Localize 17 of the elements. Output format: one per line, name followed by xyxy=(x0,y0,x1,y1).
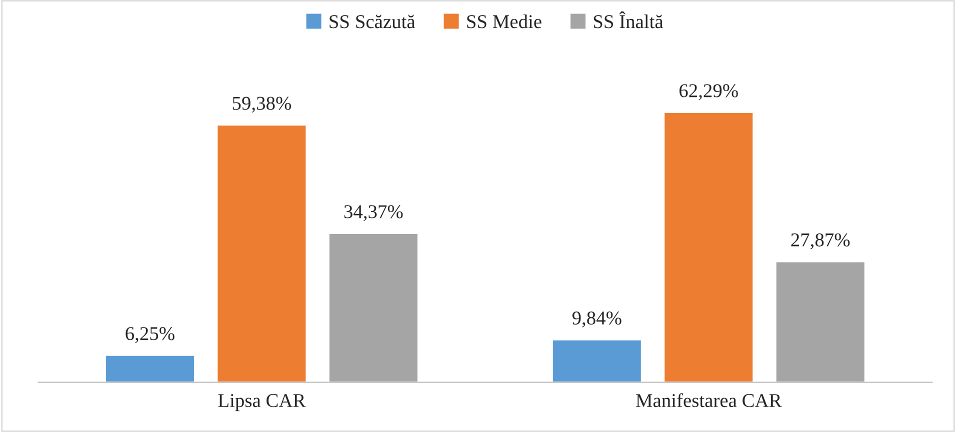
data-label: 27,87% xyxy=(791,233,850,250)
x-tick-label: Lipsa CAR xyxy=(218,394,306,412)
data-label: 34,37% xyxy=(344,205,403,222)
data-label: 9,84% xyxy=(572,311,622,328)
bar xyxy=(663,112,754,382)
data-label: 59,38% xyxy=(232,96,292,113)
bar xyxy=(328,232,419,382)
bar xyxy=(216,124,308,382)
legend-label: SS Medie xyxy=(467,14,542,28)
legend-label: SS Scăzută xyxy=(330,14,416,28)
data-label: 6,25% xyxy=(126,327,174,343)
bar xyxy=(774,260,866,382)
x-tick-label: Manifestarea CAR xyxy=(636,393,782,408)
legend-label: SS Înaltă xyxy=(594,11,664,28)
bar xyxy=(104,354,196,382)
bar xyxy=(552,338,642,382)
data-label: 62,29% xyxy=(679,84,738,100)
